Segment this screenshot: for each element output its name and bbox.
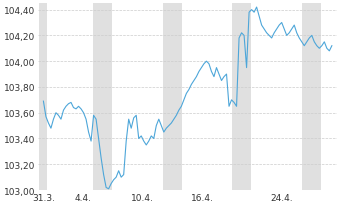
Bar (93, 4, 112, 190)
Bar (302, 4, 321, 190)
Bar (40, 4, 47, 190)
Bar (233, 4, 251, 190)
Bar (163, 4, 182, 190)
